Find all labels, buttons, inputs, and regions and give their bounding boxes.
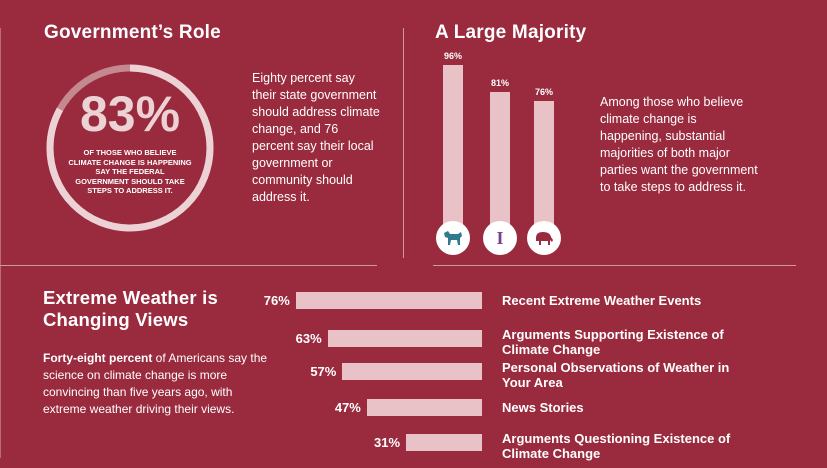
weather-bar-category-label: News Stories bbox=[502, 400, 584, 415]
weather-text-bold: Forty-eight percent bbox=[43, 351, 153, 365]
ring-caption: OF THOSE WHO BELIEVE CLIMATE CHANGE IS H… bbox=[68, 148, 192, 195]
weather-title-line1: Extreme Weather is bbox=[43, 287, 218, 308]
weather-title-line2: Changing Views bbox=[43, 309, 189, 330]
party-bar bbox=[534, 101, 554, 238]
percent-ring bbox=[46, 64, 214, 232]
party-bar bbox=[443, 65, 463, 238]
weather-bar-category-label: Arguments Supporting Existence of Climat… bbox=[502, 327, 724, 357]
weather-bar-value-label: 31% bbox=[374, 435, 401, 450]
party-bar-value-label: 81% bbox=[490, 78, 509, 89]
weather-text-rest: of Americans say the science on climate … bbox=[43, 351, 268, 416]
weather-bar-value-label: 63% bbox=[295, 331, 322, 346]
weather-bar-value-label: 76% bbox=[263, 293, 290, 308]
republican-icon bbox=[527, 221, 561, 255]
gov-role-text: Eighty percent say their state governmen… bbox=[252, 71, 380, 204]
party-bar-value-label: 96% bbox=[443, 51, 462, 62]
party-bar-value-label: 76% bbox=[534, 87, 553, 98]
democrat-icon bbox=[436, 221, 470, 255]
ring-percent: 83% bbox=[79, 86, 181, 142]
majority-title: A Large Majority bbox=[435, 22, 587, 43]
majority-text: Among those who believe climate change i… bbox=[600, 95, 758, 194]
weather-bar bbox=[327, 330, 482, 347]
weather-bar-value-label: 47% bbox=[334, 400, 361, 415]
top-section-divider-left bbox=[0, 265, 377, 266]
weather-bar bbox=[342, 363, 482, 380]
independent-icon: I bbox=[483, 221, 517, 255]
ring-fill bbox=[46, 64, 214, 232]
weather-bar-category-label: Recent Extreme Weather Events bbox=[502, 293, 702, 308]
weather-bar-category-label: Arguments Questioning Existence of Clima… bbox=[502, 431, 731, 461]
weather-title: Extreme Weather is Changing Views bbox=[43, 287, 218, 331]
party-bar-chart: 96% 81% I 76% bbox=[420, 40, 580, 260]
weather-text: Forty-eight percent of Americans say the… bbox=[43, 350, 268, 418]
party-bar bbox=[490, 92, 510, 238]
weather-bar-category-label: Personal Observations of Weather in Your… bbox=[502, 360, 730, 390]
weather-bar bbox=[406, 434, 482, 451]
top-section-divider-right bbox=[433, 265, 796, 266]
weather-bar bbox=[366, 399, 482, 416]
weather-bar bbox=[295, 292, 482, 309]
weather-bar-chart: 76% Recent Extreme Weather Events 63% Argum… bbox=[260, 280, 820, 465]
gov-role-title: Government’s Role bbox=[44, 22, 221, 43]
left-edge-line bbox=[0, 28, 1, 458]
weather-bar-value-label: 57% bbox=[310, 364, 337, 379]
vertical-divider bbox=[403, 28, 404, 258]
